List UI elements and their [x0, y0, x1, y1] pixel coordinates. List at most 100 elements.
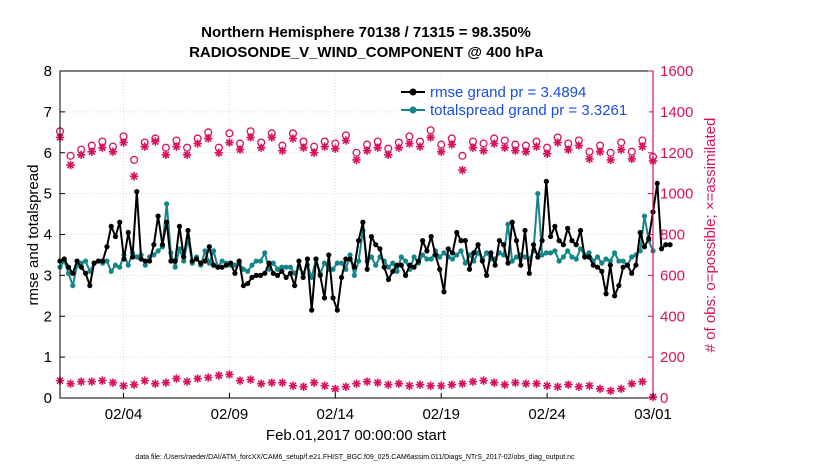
spread-point: [586, 250, 592, 256]
rmse-point: [95, 258, 101, 264]
obs-assimilated-marker: [341, 382, 351, 391]
rmse-point: [219, 264, 225, 270]
obs-assimilated-marker: [341, 136, 351, 145]
rmse-point: [347, 256, 353, 262]
rmse-point: [117, 219, 123, 225]
grid-lines: [60, 71, 653, 398]
obs-assimilated-marker: [479, 146, 488, 155]
obs-assimilated-marker: [267, 133, 276, 142]
obs-assimilated-marker: [235, 145, 245, 154]
rmse-point: [330, 295, 336, 301]
rmse-point: [159, 242, 165, 248]
obs-assimilated-marker: [161, 150, 171, 159]
rmse-point: [232, 270, 238, 276]
obs-assimilated-marker: [500, 143, 509, 152]
spread-point: [449, 256, 456, 262]
spread-point: [330, 266, 336, 272]
rmse-point: [364, 266, 370, 272]
obs-assimilated-marker: [204, 134, 213, 143]
rmse-point: [496, 238, 503, 244]
rmse-point: [185, 227, 191, 234]
rmse-point: [629, 270, 635, 276]
obs-assimilated-marker: [627, 379, 637, 388]
y-tick-label-right: 600: [660, 267, 685, 284]
spread-point: [232, 262, 238, 268]
rmse-point: [151, 242, 157, 248]
obs-possible-marker: [130, 155, 139, 164]
spread-point: [108, 268, 114, 274]
spread-point: [607, 258, 613, 264]
rmse-point: [488, 250, 494, 256]
rmse-point: [420, 238, 426, 244]
rmse-point: [279, 268, 285, 274]
obs-assimilated-marker: [119, 138, 128, 147]
rmse-point: [91, 260, 97, 266]
spread-point: [125, 262, 131, 268]
spread-point: [641, 213, 648, 219]
spread-point: [577, 246, 584, 252]
rmse-point: [509, 219, 515, 225]
rmse-point: [108, 223, 114, 229]
obs-assimilated-marker: [278, 378, 287, 387]
obs-assimilated-marker: [182, 150, 192, 159]
obs-assimilated-marker: [384, 380, 393, 389]
rmse-point: [522, 227, 528, 234]
spread-point: [287, 264, 293, 270]
x-tick-label: 02/14: [317, 406, 355, 423]
spread-point: [458, 248, 464, 254]
obs-assimilated-marker: [235, 376, 245, 385]
rmse-point: [663, 242, 669, 248]
obs-assimilated-marker: [384, 150, 393, 159]
spread-point: [87, 268, 93, 274]
rmse-point: [236, 258, 242, 264]
spread-point: [253, 258, 259, 264]
rmse-point: [577, 227, 584, 234]
spread-point: [620, 258, 626, 264]
obs-assimilated-marker: [172, 142, 181, 151]
rmse-point: [415, 258, 421, 264]
spread-point: [347, 252, 353, 258]
x-tick-label: 02/19: [422, 406, 460, 423]
spread-point: [454, 252, 460, 258]
rmse-point: [206, 244, 212, 250]
spread-point: [603, 256, 609, 262]
spread-point: [334, 260, 340, 266]
obs-assimilated-marker: [225, 370, 234, 379]
rmse-point: [317, 272, 323, 278]
rmse-point: [612, 293, 618, 299]
y-tick-label-left: 5: [44, 186, 52, 203]
spread-point: [424, 256, 430, 262]
rmse-point: [633, 262, 639, 268]
rmse-point: [321, 295, 328, 301]
obs-possible-marker: [225, 129, 234, 138]
legend-box: [397, 80, 649, 124]
obs-assimilated-marker: [161, 378, 171, 387]
obs-assimilated-marker: [204, 373, 213, 382]
rmse-point: [654, 180, 660, 187]
rmse-point: [381, 264, 387, 270]
obs-assimilated-marker: [214, 371, 224, 380]
legend-spread-label: totalspread grand pr = 3.3261: [430, 102, 627, 119]
obs-assimilated-marker: [394, 143, 404, 152]
spread-point: [569, 254, 575, 260]
data-file-footnote: data file: /Users/raeder/DAI/ATM_forcXX/…: [135, 454, 575, 461]
rmse-point: [257, 272, 264, 278]
obs-assimilated-marker: [288, 134, 298, 143]
spread-point: [373, 262, 379, 268]
spread-point: [176, 246, 183, 252]
spread-point: [548, 250, 554, 256]
rmse-point: [168, 258, 174, 264]
obs-assimilated-marker: [66, 379, 75, 388]
spread-point: [462, 260, 468, 266]
rmse-point: [193, 256, 200, 262]
obs-assimilated-marker: [532, 142, 541, 151]
obs-assimilated-marker: [129, 172, 139, 181]
obs-assimilated-marker: [87, 377, 96, 386]
axes: 0 1 2 3 4 5 6 7 8 0 200 400 600 800 1000 1200 1400 1600 02…: [44, 63, 694, 423]
rmse-point: [548, 233, 554, 240]
obs-assimilated-marker: [66, 160, 75, 170]
rmse-point: [594, 264, 601, 270]
spread-point: [411, 254, 417, 260]
spread-point: [612, 250, 618, 256]
